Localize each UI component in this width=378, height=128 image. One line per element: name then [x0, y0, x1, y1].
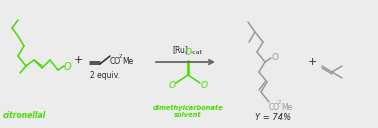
- Text: +: +: [307, 57, 317, 67]
- Text: O: O: [200, 81, 208, 89]
- Text: -cat: -cat: [191, 50, 203, 55]
- Text: solvent: solvent: [174, 112, 202, 118]
- Text: CO: CO: [269, 103, 280, 112]
- Text: O: O: [184, 48, 192, 57]
- Text: Y = 74%: Y = 74%: [255, 114, 291, 122]
- Text: O: O: [64, 62, 71, 72]
- Text: citronellal: citronellal: [3, 111, 46, 120]
- Text: dimethylcarbonate: dimethylcarbonate: [153, 105, 223, 111]
- Text: Me: Me: [281, 103, 292, 112]
- Text: O: O: [272, 54, 279, 62]
- Text: CO: CO: [110, 57, 121, 66]
- Text: 2 equiv.: 2 equiv.: [90, 72, 120, 81]
- Text: [Ru]: [Ru]: [172, 45, 188, 54]
- Text: +: +: [73, 55, 83, 65]
- Text: 2: 2: [119, 54, 122, 59]
- Text: O: O: [169, 81, 175, 89]
- Text: Me: Me: [122, 57, 133, 66]
- Text: 2: 2: [278, 100, 282, 105]
